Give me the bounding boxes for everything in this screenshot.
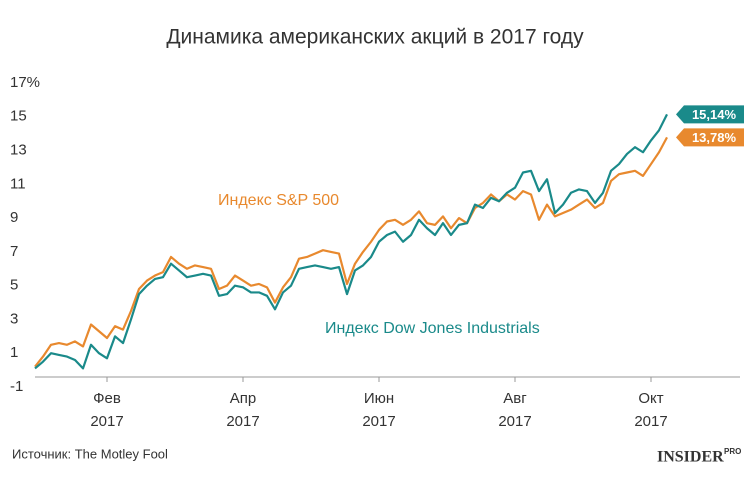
y-tick-label: 7 bbox=[10, 243, 18, 260]
y-tick-label: 3 bbox=[10, 310, 18, 327]
x-tick-label: 2017 bbox=[362, 413, 395, 430]
y-tick-label: 13 bbox=[10, 142, 27, 159]
y-tick-label: 15 bbox=[10, 108, 27, 125]
x-tick-label: Апр bbox=[230, 390, 256, 407]
y-tick-label: 17% bbox=[10, 74, 40, 91]
x-tick-label: Авг bbox=[503, 390, 527, 407]
y-tick-label: 9 bbox=[10, 209, 18, 226]
series-label: Индекс Dow Jones Industrials bbox=[325, 320, 540, 337]
x-tick-label: Фев bbox=[93, 390, 121, 407]
source: Источник: The Motley Fool bbox=[12, 446, 168, 461]
series-label: Индекс S&P 500 bbox=[218, 192, 339, 209]
chart-title: Динамика американских акций в 2017 году bbox=[166, 26, 584, 49]
y-tick-label: 11 bbox=[10, 175, 26, 192]
series-line bbox=[34, 113, 668, 370]
end-label: 15,14% bbox=[692, 107, 737, 122]
y-tick-label: -1 bbox=[10, 378, 23, 395]
end-label: 13,78% bbox=[692, 130, 737, 145]
x-tick-label: Июн bbox=[364, 390, 394, 407]
y-tick-label: 5 bbox=[10, 277, 18, 294]
end-badge bbox=[676, 105, 744, 124]
end-badge bbox=[676, 128, 744, 147]
x-tick-label: Окт bbox=[638, 390, 663, 407]
logo: INSIDER bbox=[657, 449, 724, 466]
x-tick-label: 2017 bbox=[498, 413, 531, 430]
x-tick-label: 2017 bbox=[90, 413, 123, 430]
x-tick-label: 2017 bbox=[634, 413, 667, 430]
x-tick-label: 2017 bbox=[226, 413, 259, 430]
series-line bbox=[34, 136, 668, 368]
y-tick-label: 1 bbox=[10, 344, 18, 361]
logo-sup: PRO bbox=[724, 447, 741, 456]
